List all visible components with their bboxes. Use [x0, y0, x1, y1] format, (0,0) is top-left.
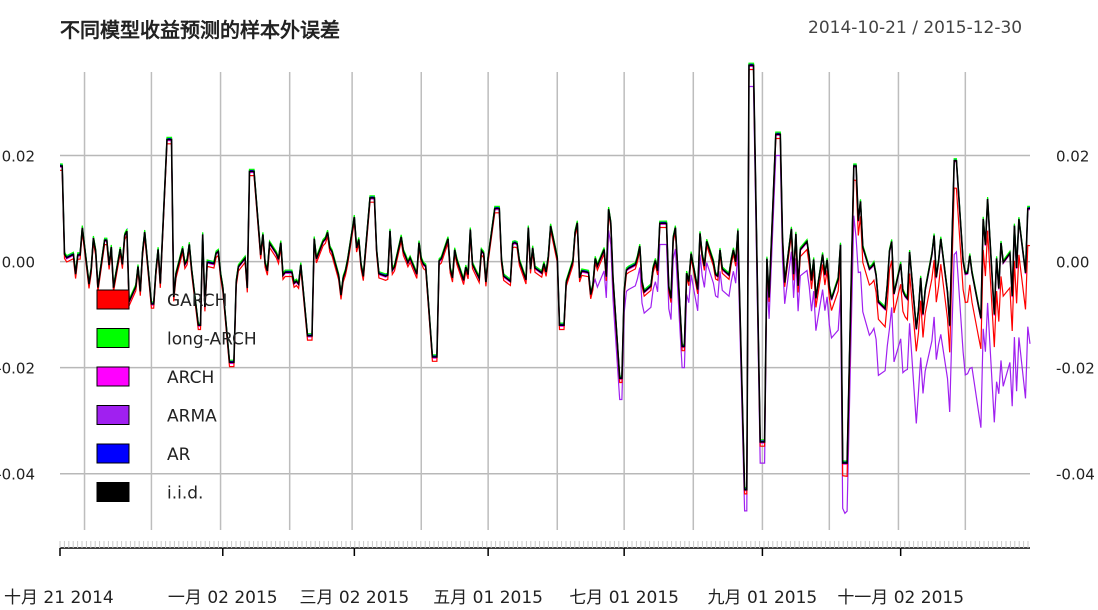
y-axis-labels: 0.02 0.02 0.00 0.00 -0.02 -0.02 -0.04 -0.04 [0, 147, 1095, 483]
x-tick-label: 九月 01 2015 [708, 588, 818, 608]
legend-label: ARMA [167, 407, 217, 427]
y-tick-label-right: -0.04 [1056, 466, 1095, 484]
legend-swatch-arma [96, 405, 130, 425]
legend-swatch-iid [96, 482, 130, 502]
legend: GARCH long-ARCH ARCH ARMA AR i.i.d. [96, 289, 257, 504]
x-axis: 十月 21 2014 一月 02 2015 三月 02 2015 五月 01 2015… [4, 541, 1030, 608]
x-tick-label: 七月 01 2015 [569, 588, 679, 608]
series-lines [60, 62, 1031, 515]
legend-label: AR [167, 445, 191, 465]
y-tick-label: -0.02 [0, 360, 35, 378]
x-tick-label: 十一月 02 2015 [837, 588, 964, 608]
y-tick-label-right: 0.02 [1056, 147, 1089, 165]
legend-label: ARCH [167, 368, 214, 388]
y-tick-label-right: 0.00 [1056, 254, 1089, 272]
series-line-iid [60, 64, 1030, 491]
x-tick-label: 三月 02 2015 [299, 588, 409, 608]
chart-title: 不同模型收益预测的样本外误差 [60, 18, 340, 42]
y-tick-label-right: -0.02 [1056, 360, 1095, 378]
x-tick-label: 一月 02 2015 [168, 588, 278, 608]
x-tick-label: 十月 21 2014 [4, 588, 114, 608]
y-tick-label: 0.00 [2, 254, 35, 272]
legend-label: i.i.d. [167, 484, 203, 504]
date-range-label: 2014-10-21 / 2015-12-30 [808, 18, 1023, 38]
legend-label: GARCH [167, 291, 227, 311]
series-line-arch [60, 65, 1030, 492]
legend-swatch-longarch [96, 328, 130, 348]
legend-swatch-garch [96, 289, 130, 310]
legend-swatch-ar [96, 443, 130, 464]
y-tick-label: 0.02 [2, 147, 35, 165]
y-tick-label: -0.04 [0, 466, 35, 484]
x-tick-label: 五月 01 2015 [433, 588, 543, 608]
legend-label: long-ARCH [167, 330, 257, 350]
legend-swatch-arch [96, 366, 130, 387]
